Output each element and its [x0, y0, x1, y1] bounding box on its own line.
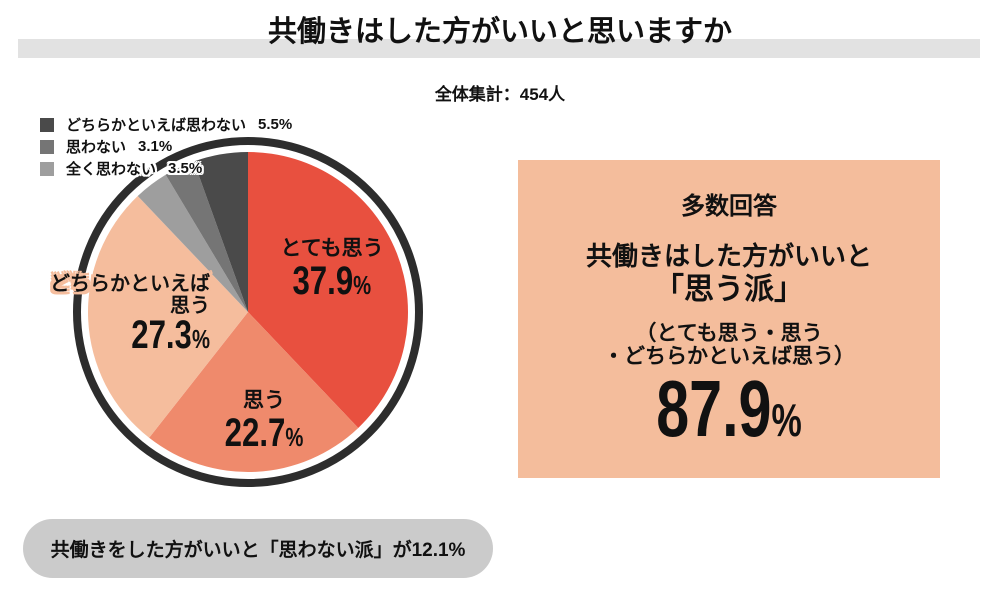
legend-label: 思わない	[66, 139, 127, 156]
pie-slices	[87, 152, 408, 473]
legend-swatch-dark-gray	[40, 117, 54, 132]
slice-value: 27.3%	[131, 313, 210, 357]
slice-name-line2: 思う	[170, 295, 210, 317]
legend-swatch-medium-gray	[40, 139, 54, 154]
slice-name-line1: どちらかといえば	[50, 273, 210, 295]
footnote-text: 共働きをした方がいいと「思わない派」が12.1%	[50, 540, 466, 561]
legend-value: 5.5%	[258, 116, 293, 133]
legend-label: 全く思わない	[66, 161, 157, 178]
summary-line1: 共働きはした方がいいと	[585, 241, 872, 271]
pie-slice-0	[248, 152, 408, 428]
pie-slice-5	[193, 152, 248, 312]
legend: どちらかといえば思わない 5.5% 思わない 3.1% 全く思わない 3.5%	[40, 116, 293, 183]
slice-value: 22.7%	[224, 411, 304, 455]
title-highlight-band	[18, 39, 980, 58]
slice-value: 37.9%	[292, 259, 372, 303]
total-count-label: 全体集計：454人	[434, 85, 566, 104]
pie-slice-1	[149, 312, 359, 473]
page-title: 共働きはした方がいいと思いますか	[267, 16, 732, 48]
legend-label: どちらかといえば思わない	[66, 117, 247, 134]
summary-panel: 多数回答 共働きはした方がいいと 「思う派」 （とても思う・思う ・どちらかとい…	[518, 160, 940, 478]
slice-label-dochirakatoieba-omou: どちらかといえば 思う 27.3%	[30, 273, 210, 355]
summary-sub-line1: （とても思う・思う	[635, 322, 823, 345]
slice-label-omou: 思う 22.7%	[214, 389, 315, 453]
slice-label-totemo-omou: とても思う 37.9%	[280, 237, 383, 301]
legend-item: 思わない 3.1%	[40, 138, 292, 156]
summary-heading: 多数回答	[681, 193, 777, 220]
pie-chart	[73, 137, 423, 487]
footnote-pill: 共働きをした方がいいと「思わない派」が12.1%	[23, 519, 493, 578]
legend-item: どちらかといえば思わない 5.5%	[40, 116, 293, 134]
pie-slice-2	[87, 196, 249, 438]
pie-slice-3	[137, 174, 248, 312]
pie-outer-ring	[73, 137, 423, 487]
legend-swatch-light-gray	[40, 161, 54, 176]
legend-value: 3.1%	[138, 138, 173, 155]
pie-slice-4	[165, 161, 248, 312]
summary-line2: 「思う派」	[654, 273, 804, 306]
slice-name: 思う	[242, 389, 285, 412]
slice-name: とても思う	[280, 237, 384, 260]
summary-big-value: 87.9%	[656, 364, 802, 453]
summary-sub-line2: ・どちらかといえば思う）	[603, 345, 855, 368]
legend-value: 3.5%	[168, 160, 203, 177]
legend-item: 全く思わない 3.5%	[40, 160, 292, 178]
